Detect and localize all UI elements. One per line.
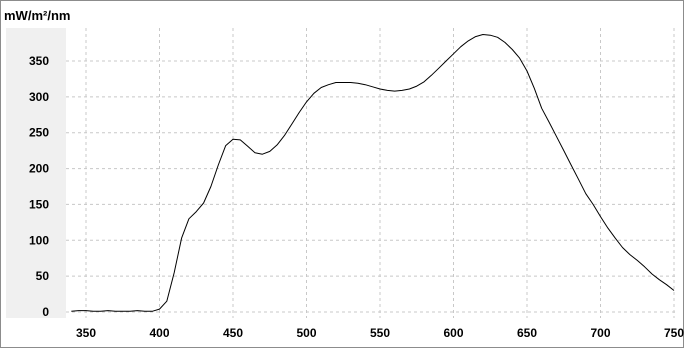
y-tick-label: 150 [29,197,49,211]
x-tick-label: 550 [370,326,390,340]
spectrum-line [71,34,675,312]
y-tick-label: 100 [29,233,49,247]
left-axis-strip [6,28,66,318]
y-tick-label: 350 [29,54,49,68]
y-tick-label: 250 [29,126,49,140]
grid [66,28,678,318]
y-tick-label: 0 [42,305,49,319]
y-tick-label: 200 [29,162,49,176]
x-tick-label: 450 [223,326,243,340]
x-tick-label: 400 [149,326,169,340]
x-tick-label: 500 [296,326,316,340]
x-tick-label: 750 [664,326,684,340]
tick-labels: 350 400 450 500 550 600 650 700 750 0 50 100 150 200 2… [29,54,684,340]
y-axis-unit-label: mW/m²/nm [4,8,71,23]
series-layer [71,34,675,312]
x-tick-label: 700 [590,326,610,340]
y-tick-label: 50 [36,269,50,283]
x-tick-label: 350 [76,326,96,340]
x-tick-label: 650 [517,326,537,340]
y-tick-label: 300 [29,90,49,104]
x-tick-label: 600 [443,326,463,340]
plot-area [66,28,678,318]
